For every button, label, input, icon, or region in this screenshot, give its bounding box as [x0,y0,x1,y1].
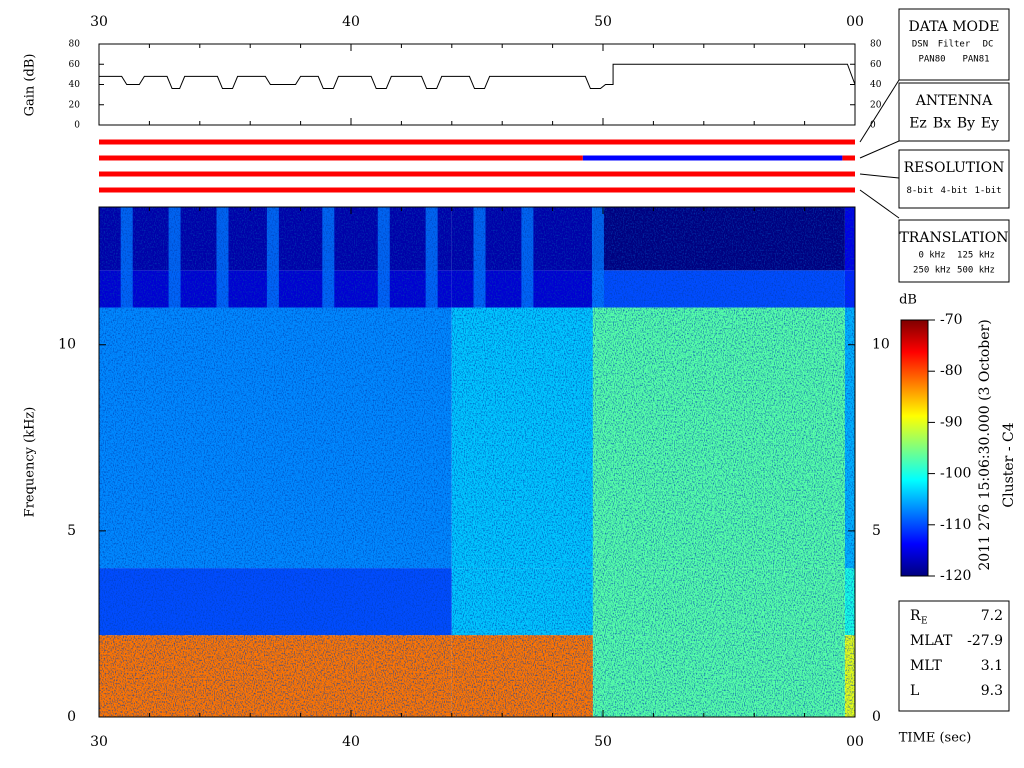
panel-item: 250 kHz [913,266,951,276]
x-tick-label: 40 [342,14,360,30]
orbit-label: MLAT [910,633,953,649]
orbit-box [898,600,1010,712]
panel-item: PAN80 [918,55,945,65]
panel-item: 500 kHz [957,266,995,276]
gain-frame [98,43,856,126]
y-tick-label: 0 [872,709,881,725]
panel-item: PAN81 [962,55,989,65]
x-tick-label: 00 [846,14,864,30]
colorbar-tick-label: -100 [940,466,971,482]
x-tick-label: 30 [90,14,108,30]
overlay: -70 -80 -90 -100 -110 -120 dB DATA MODE DSN Filte… [98,8,1017,718]
panel-item: Ez [909,116,927,132]
x-tick-label: 50 [594,734,612,750]
connector [859,173,900,179]
orbit-value: 3.1 [981,658,1003,674]
x-tick-label: 40 [342,734,360,750]
colorbar-tick-label: -90 [940,414,963,430]
panel-item: Filter [938,40,971,50]
panel-box [898,219,1010,283]
panel-item: 4-bit [940,186,967,196]
y-tick-label: 5 [67,523,76,539]
colorbar-label: dB [899,293,917,308]
y-tick-label: 60 [870,60,882,70]
orbit-value: 7.2 [981,608,1003,624]
x-tick-label: 30 [90,734,108,750]
y-tick-label: 20 [870,100,882,110]
spectrogram-frame [98,206,856,718]
y-tick-label: 0 [870,121,876,131]
panel-item: By [957,116,975,132]
y-tick-label: 60 [69,60,81,70]
panel-item: Bx [933,116,951,132]
panel-item: 8-bit [906,186,933,196]
panel-connectors [859,79,900,219]
x-tick-label: 50 [594,14,612,30]
panel-item: 125 kHz [957,251,995,261]
date-label: 2011 276 15:06:30.000 (3 October) [977,319,993,570]
panel-item: 0 kHz [918,251,945,261]
colorbar-tick-label: -110 [940,517,971,533]
y-tick-label: 0 [74,121,80,131]
orbit-label: R [910,608,921,624]
panel-title: ANTENNA [915,93,993,109]
panel-item: 1-bit [974,186,1001,196]
connector [859,189,900,219]
panel-item: DSN [912,40,928,50]
x-axis-label: TIME (sec) [899,731,972,746]
gain-line [99,63,856,90]
connector [859,140,900,159]
orbit-subscript: E [921,617,928,627]
connector [859,79,900,143]
noise-texture [99,207,855,717]
spacecraft-label: Cluster - C4 [1001,422,1017,507]
y-tick-label: 10 [872,337,890,353]
colorbar-tick-label: -70 [940,312,963,328]
y-axis-label: Gain (dB) [23,54,38,117]
y-axis-label: Frequency (kHz) [23,407,38,518]
y-tick-label: 40 [870,80,882,90]
orbit-label: MLT [910,658,942,674]
panel-item: Ey [981,116,999,132]
y-tick-label: 20 [69,100,81,110]
panel-box [898,149,1010,209]
panel-title: TRANSLATION [899,230,1008,246]
orbit-label: L [910,683,919,699]
panel-title: RESOLUTION [904,160,1005,176]
colorbar-tick-label: -120 [940,568,971,584]
colorbar [900,319,929,577]
panel-box [898,82,1010,142]
panel-item: DC [983,40,994,50]
x-tick-label: 00 [846,734,864,750]
orbit-value: 9.3 [981,683,1003,699]
colorbar-tick-label: -80 [940,363,963,379]
y-tick-label: 10 [58,337,76,353]
panel-title: DATA MODE [909,19,1000,35]
orbit-value: -27.9 [967,633,1003,649]
y-tick-label: 0 [67,709,76,725]
y-tick-label: 5 [872,523,881,539]
y-tick-label: 40 [69,80,81,90]
y-tick-label: 80 [870,40,882,50]
y-tick-label: 80 [69,40,81,50]
panel-box [898,8,1010,81]
